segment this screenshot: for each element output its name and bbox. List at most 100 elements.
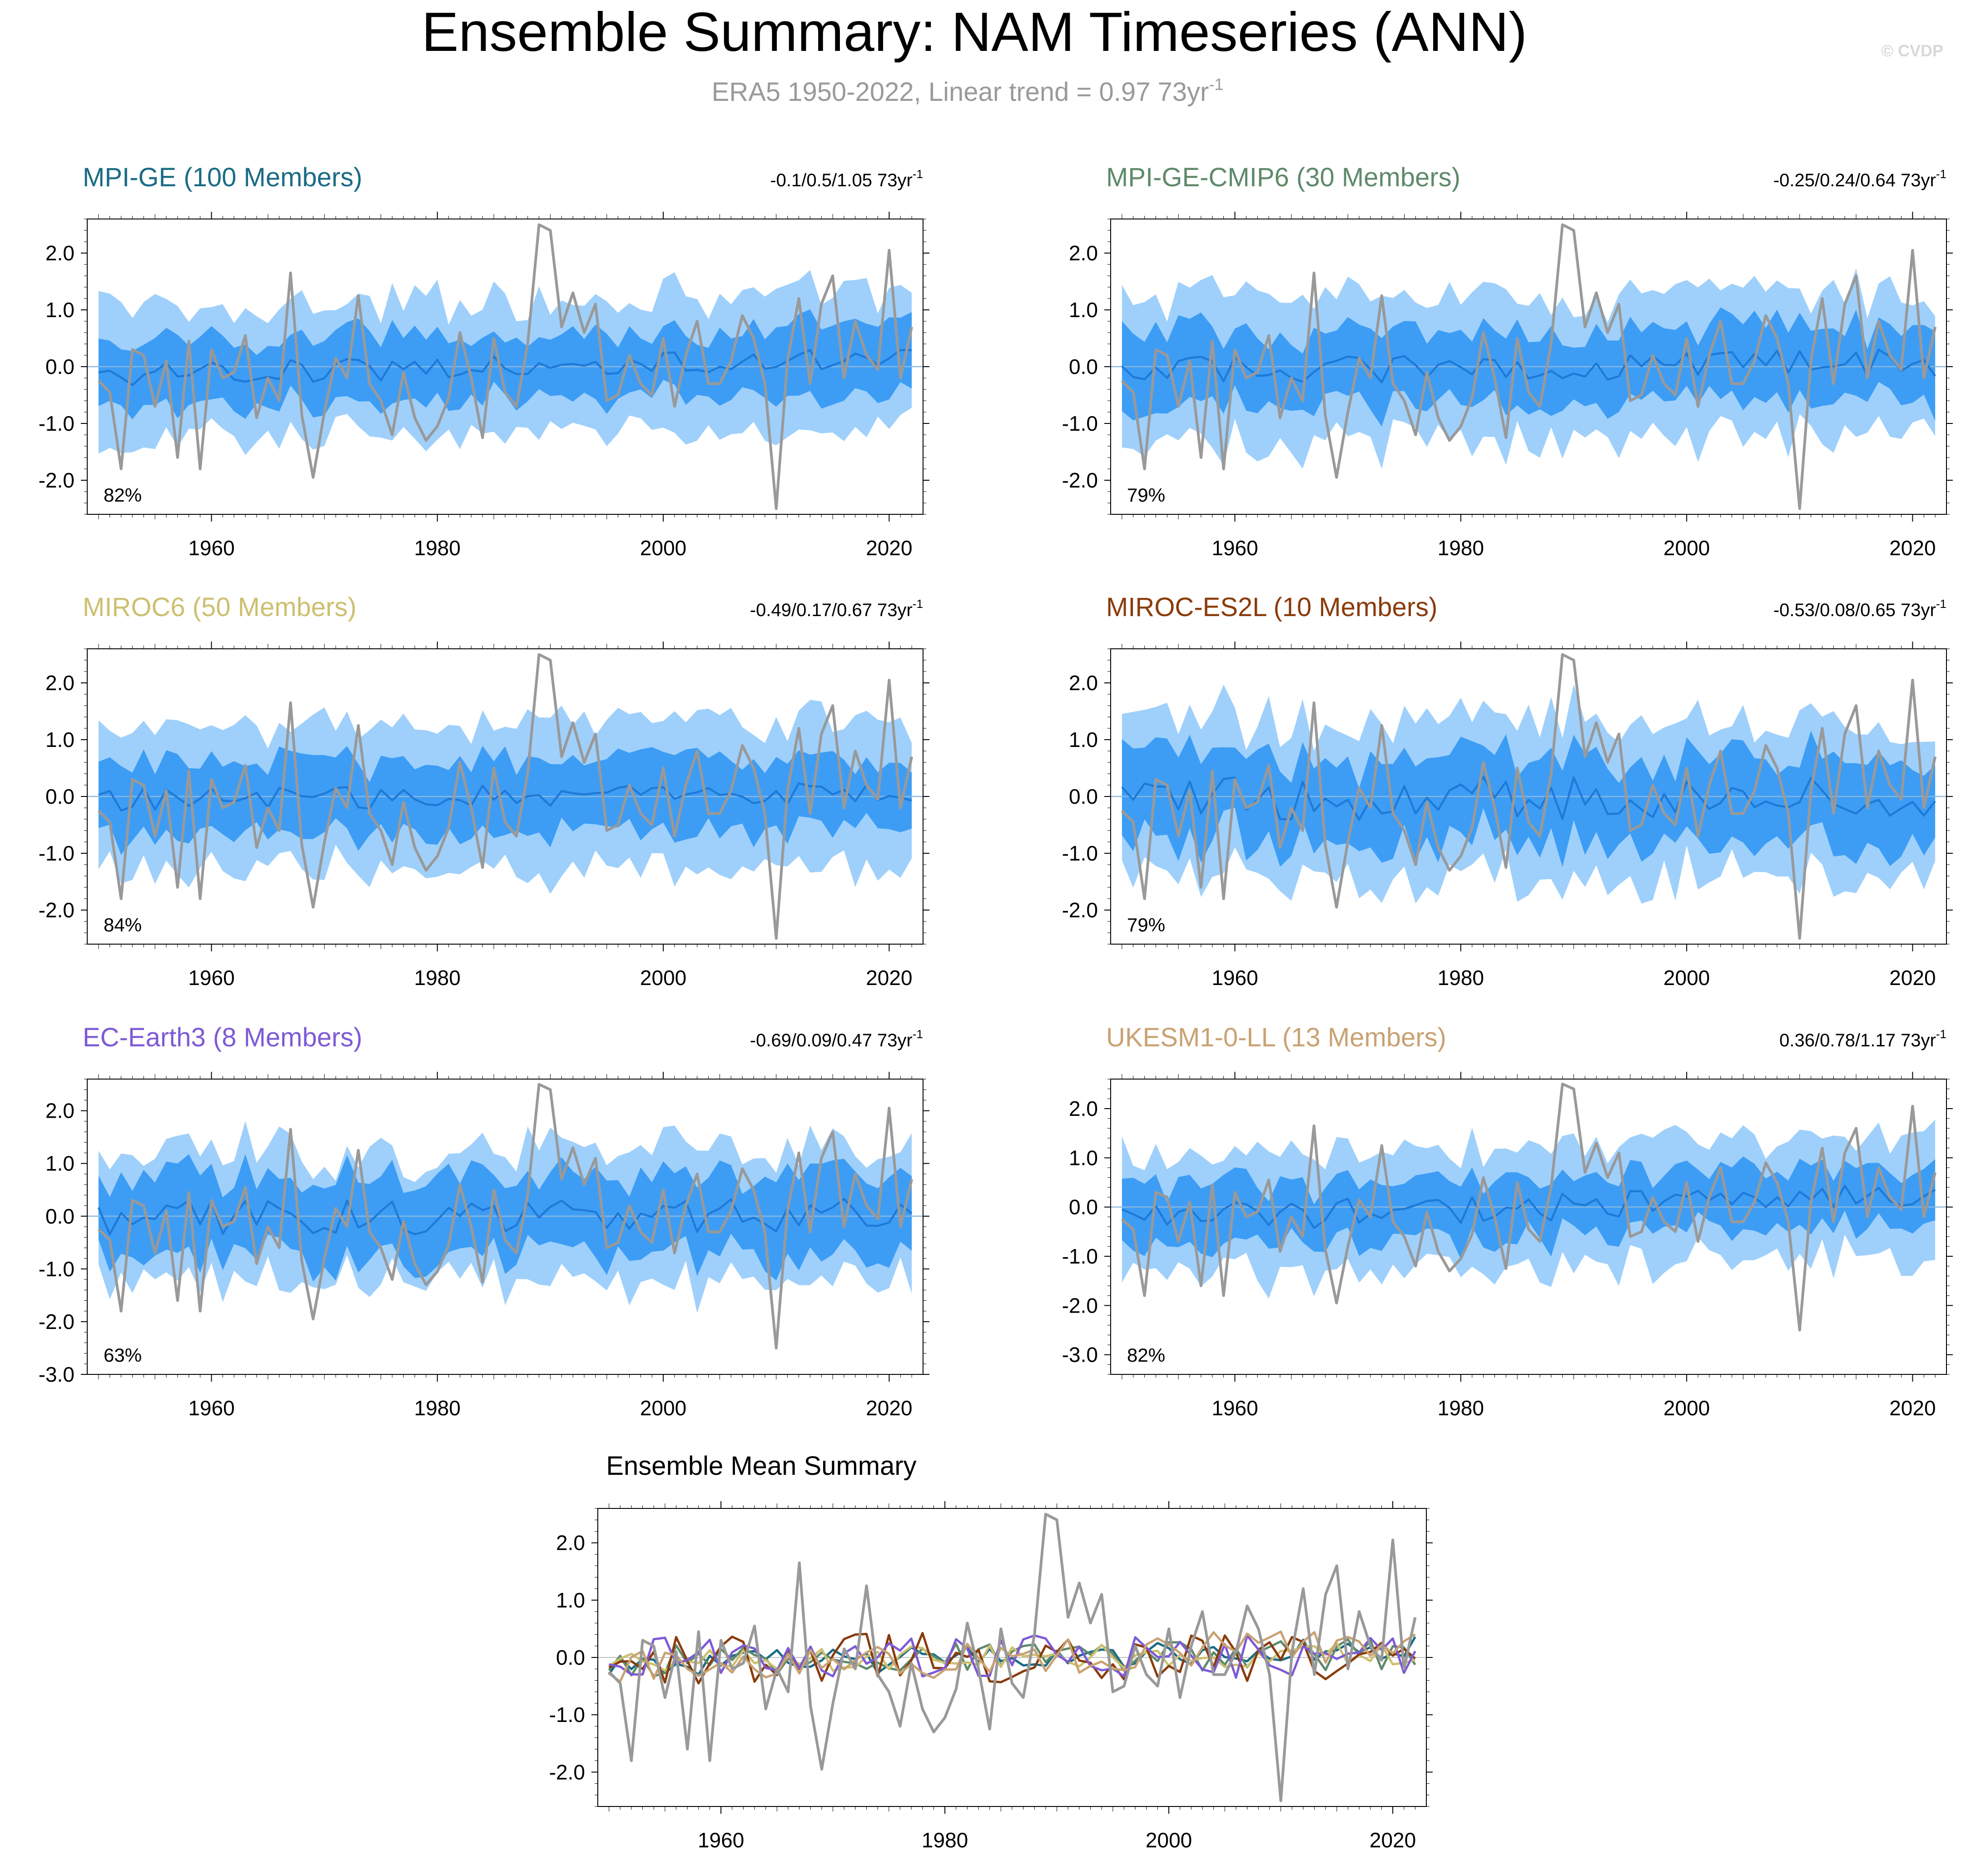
- y-tick-label: 0.0: [45, 1204, 74, 1228]
- panel-title: MIROC6 (50 Members): [83, 592, 357, 622]
- inner-spread-band: [98, 746, 912, 855]
- y-tick-label: 2.0: [1069, 671, 1098, 695]
- percent-label: 63%: [104, 1344, 142, 1366]
- ensemble-mean-line: [98, 348, 912, 386]
- x-tick-label: 2000: [640, 536, 686, 560]
- percent-label: 82%: [1127, 1344, 1165, 1366]
- y-tick-label: -2.0: [1062, 898, 1098, 922]
- panel-2: MPI-GE-CMIP6 (30 Members) -0.25/0.24/0.64…: [1062, 163, 1953, 560]
- x-tick-label: 2000: [1663, 536, 1710, 560]
- y-tick-label: 0.0: [1069, 355, 1098, 378]
- summary-observations-line: [608, 1513, 1417, 1802]
- trend-superscript: -1: [1936, 597, 1946, 611]
- figure-title: Ensemble Summary: NAM Timeseries (ANN): [422, 1, 1527, 63]
- y-tick-label: 2.0: [1069, 1097, 1098, 1120]
- trend-superscript: -1: [1936, 1027, 1946, 1041]
- x-tick-label: 1980: [1438, 966, 1484, 990]
- y-tick-label: 2.0: [45, 1099, 74, 1123]
- y-tick-label: -1.0: [39, 841, 74, 865]
- y-tick-label: -2.0: [1062, 468, 1098, 492]
- y-tick-label: -3.0: [1062, 1343, 1098, 1367]
- inner-spread-band: [1122, 1156, 1936, 1259]
- trend-text: 0.36/0.78/1.17 73yr: [1779, 1030, 1936, 1050]
- y-tick-label: -2.0: [1062, 1294, 1098, 1317]
- watermark: © CVDP: [1881, 41, 1943, 60]
- x-tick-label: 1960: [188, 536, 234, 560]
- y-tick-label: 2.0: [45, 671, 74, 695]
- x-tick-label: 1960: [188, 966, 234, 990]
- y-tick-label: -2.0: [39, 468, 74, 492]
- trend-text: -0.49/0.17/0.67 73yr: [750, 600, 913, 620]
- observations-line: [97, 223, 913, 510]
- summary-mean-line-3: [608, 1642, 1416, 1672]
- panel-title: UKESM1-0-LL (13 Members): [1106, 1023, 1446, 1052]
- y-tick-label: -1.0: [39, 412, 74, 435]
- y-tick-label: 1.0: [1069, 728, 1098, 751]
- x-tick-label: 1980: [414, 966, 461, 990]
- panel-trend-label: -0.1/0.5/1.05 73yr-1: [770, 167, 923, 190]
- y-tick-label: 1.0: [1069, 298, 1098, 322]
- trend-superscript: -1: [913, 597, 923, 611]
- observations-line: [1121, 653, 1937, 940]
- x-tick-label: 2020: [1889, 966, 1936, 990]
- trend-text: -0.53/0.08/0.65 73yr: [1773, 600, 1936, 620]
- panel-4: MIROC-ES2L (10 Members) -0.53/0.08/0.65 7…: [1062, 592, 1953, 990]
- x-tick-label: 2020: [866, 536, 912, 560]
- y-tick-label: 0.0: [1069, 1195, 1098, 1219]
- summary-x-tick-label: 1980: [922, 1828, 968, 1852]
- panel-trend-label: -0.25/0.24/0.64 73yr-1: [1773, 167, 1946, 190]
- panel-title: EC-Earth3 (8 Members): [83, 1023, 362, 1052]
- summary-title: Ensemble Mean Summary: [606, 1451, 916, 1481]
- x-tick-label: 2020: [866, 1396, 912, 1420]
- x-tick-label: 1960: [188, 1396, 234, 1420]
- inner-spread-band: [98, 309, 912, 419]
- x-tick-label: 1980: [414, 1396, 461, 1420]
- panel-trend-label: 0.36/0.78/1.17 73yr-1: [1779, 1027, 1946, 1050]
- percent-label: 82%: [104, 484, 142, 506]
- summary-y-tick-label: 1.0: [556, 1588, 585, 1612]
- panel-title: MPI-GE (100 Members): [83, 163, 362, 192]
- y-tick-label: -1.0: [1062, 412, 1098, 435]
- y-tick-label: 2.0: [45, 241, 74, 265]
- figure-subtitle: ERA5 1950-2022, Linear trend = 0.97 73yr…: [712, 75, 1224, 107]
- summary-y-tick-label: -2.0: [549, 1760, 585, 1784]
- panel-3: MIROC6 (50 Members) -0.49/0.17/0.67 73yr-…: [39, 592, 929, 990]
- trend-text: -0.25/0.24/0.64 73yr: [1773, 170, 1936, 190]
- trend-superscript: -1: [913, 167, 923, 181]
- x-tick-label: 2020: [866, 966, 912, 990]
- summary-x-tick-label: 1960: [698, 1828, 744, 1852]
- ensemble-mean-summary-panel: Ensemble Mean Summary 2.0 1.0 0.0 -1.0 -2.0 19…: [549, 1451, 1433, 1852]
- observations-line: [97, 1083, 913, 1349]
- y-tick-label: 0.0: [45, 355, 74, 378]
- observations-line: [1121, 1082, 1937, 1332]
- y-tick-label: -1.0: [1062, 1244, 1098, 1268]
- trend-superscript: -1: [1936, 167, 1946, 181]
- y-tick-label: -2.0: [39, 1310, 74, 1334]
- x-tick-label: 2000: [640, 966, 686, 990]
- summary-y-tick-label: 2.0: [556, 1531, 585, 1555]
- percent-label: 79%: [1127, 484, 1165, 506]
- x-tick-label: 2000: [1663, 966, 1710, 990]
- ensemble-mean-line: [1121, 348, 1936, 383]
- trend-superscript: -1: [913, 1027, 923, 1041]
- x-tick-label: 2020: [1889, 1396, 1936, 1420]
- x-tick-label: 1960: [1211, 966, 1258, 990]
- x-tick-label: 1980: [414, 536, 461, 560]
- y-tick-label: -1.0: [1062, 841, 1098, 865]
- summary-mean-line-5: [609, 1634, 1416, 1679]
- y-tick-label: 1.0: [45, 728, 74, 751]
- percent-label: 79%: [1127, 914, 1165, 936]
- summary-mean-line-6: [608, 1630, 1416, 1683]
- subtitle-superscript: -1: [1209, 75, 1223, 94]
- observations-line: [1121, 223, 1937, 510]
- trend-text: -0.69/0.09/0.47 73yr: [750, 1030, 913, 1050]
- y-tick-label: -1.0: [39, 1257, 74, 1281]
- summary-x-tick-label: 2000: [1146, 1828, 1192, 1852]
- panel-5: EC-Earth3 (8 Members) -0.69/0.09/0.47 73y…: [39, 1023, 929, 1420]
- summary-x-tick-label: 2020: [1370, 1828, 1416, 1852]
- observations-line: [97, 653, 913, 940]
- panel-trend-label: -0.49/0.17/0.67 73yr-1: [750, 597, 923, 620]
- subtitle-text: ERA5 1950-2022, Linear trend = 0.97 73yr: [712, 77, 1209, 107]
- summary-y-tick-label: 0.0: [556, 1646, 585, 1669]
